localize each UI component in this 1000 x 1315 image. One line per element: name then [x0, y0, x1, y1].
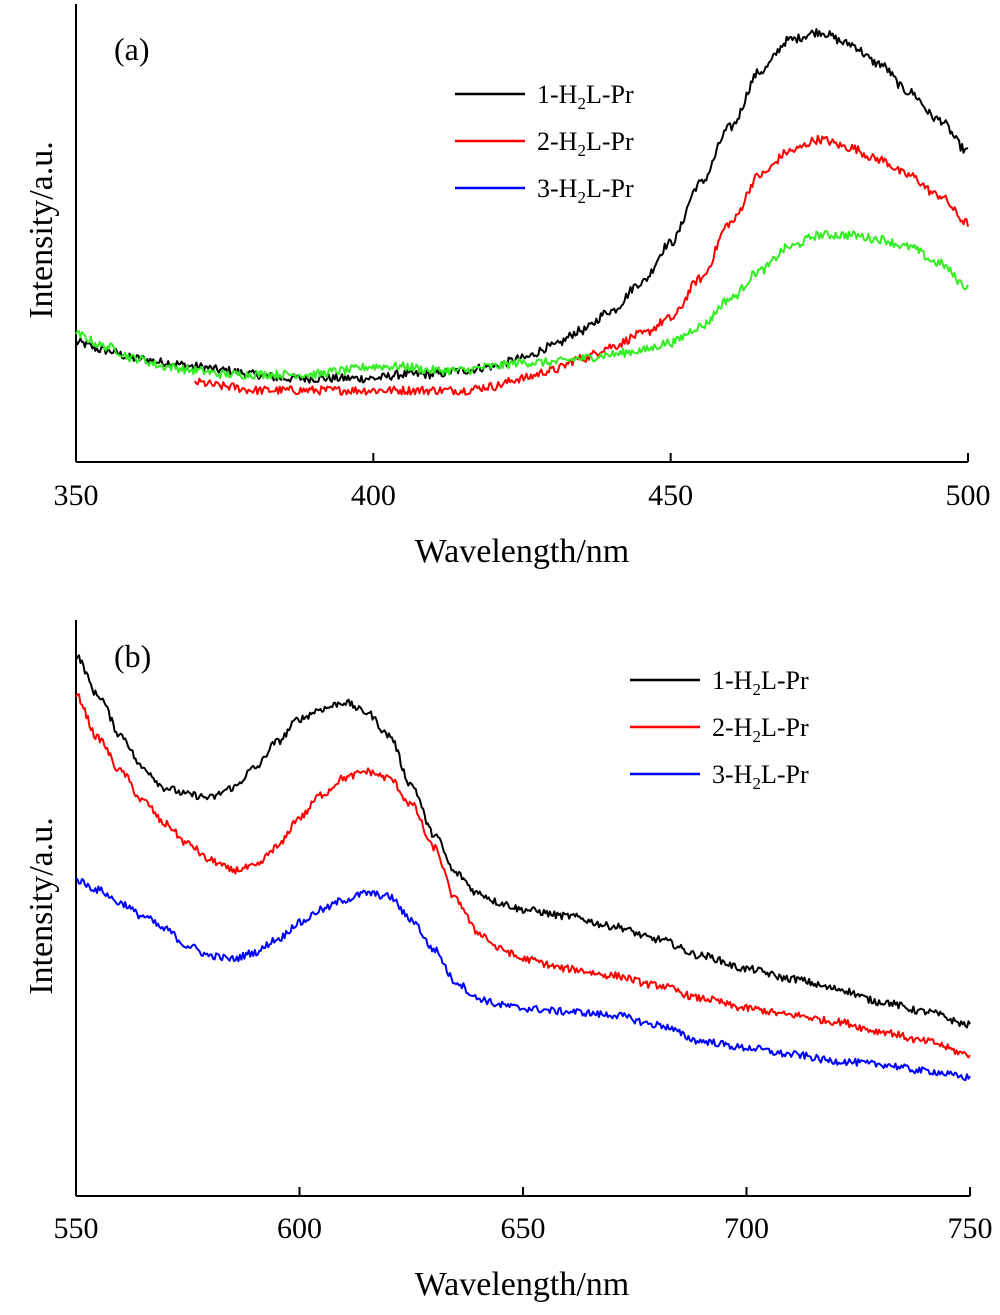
legend-label-subscript: 2	[752, 680, 761, 699]
series-lines	[75, 28, 969, 396]
legend-label-part: L-Pr	[761, 666, 809, 695]
legend-label-part: 2-H	[537, 127, 578, 156]
legend-label-subscript: 2	[577, 94, 586, 113]
legend-label-subscript: 2	[752, 727, 761, 746]
legend-label-3: 3-H2L-Pr	[537, 174, 634, 207]
y-axis-title: Intensity/a.u.	[23, 141, 60, 319]
legend-label-2: 2-H2L-Pr	[537, 127, 634, 160]
legend-label-part: L-Pr	[586, 80, 634, 109]
x-tick-label: 750	[948, 1212, 993, 1245]
legend-label-part: L-Pr	[586, 174, 634, 203]
legend-label-part: 2-H	[712, 713, 753, 742]
panel-label: (b)	[114, 638, 151, 674]
legend-label-part: 3-H	[537, 174, 578, 203]
series-line-1	[75, 28, 969, 384]
x-axis-title: Wavelength/nm	[415, 533, 629, 570]
legend: 1-H2L-Pr2-H2L-Pr3-H2L-Pr	[455, 80, 634, 207]
series-line-3	[75, 877, 971, 1082]
x-tick-label: 350	[54, 479, 99, 512]
panel-b: 550 600 650 700 750 (b) Wavelength/nm Intens…	[23, 620, 993, 1303]
panel-a: 350 400 450 500 (a) Wavelength/nm Intensity…	[23, 4, 991, 570]
x-axis-title: Wavelength/nm	[415, 1266, 629, 1303]
series-lines	[75, 654, 971, 1082]
y-axis-title: Intensity/a.u.	[23, 817, 60, 995]
x-ticks: 550 600 650 700 750	[54, 1187, 993, 1245]
legend-label-part: L-Pr	[586, 127, 634, 156]
x-tick-label: 650	[501, 1212, 546, 1245]
legend: 1-H2L-Pr2-H2L-Pr3-H2L-Pr	[630, 666, 809, 793]
x-tick-label: 600	[277, 1212, 322, 1245]
panel-label: (a)	[114, 31, 150, 67]
legend-label-part: L-Pr	[761, 760, 809, 789]
legend-label-part: 3-H	[712, 760, 753, 789]
x-tick-label: 550	[54, 1212, 99, 1245]
x-tick-label: 500	[946, 479, 991, 512]
legend-label-subscript: 2	[752, 774, 761, 793]
legend-label-part: 1-H	[712, 666, 753, 695]
legend-label-part: L-Pr	[761, 713, 809, 742]
series-line-3	[75, 229, 969, 380]
legend-label-subscript: 2	[577, 188, 586, 207]
legend-label-2: 2-H2L-Pr	[712, 713, 809, 746]
legend-label-1: 1-H2L-Pr	[712, 666, 809, 699]
series-line-2	[75, 693, 971, 1059]
series-line-2	[194, 134, 969, 396]
legend-label-part: 1-H	[537, 80, 578, 109]
series-line-1	[75, 654, 971, 1029]
x-tick-label: 700	[724, 1212, 769, 1245]
legend-label-3: 3-H2L-Pr	[712, 760, 809, 793]
legend-label-subscript: 2	[577, 141, 586, 160]
x-ticks: 350 400 450 500	[54, 453, 991, 512]
x-tick-label: 450	[648, 479, 693, 512]
x-tick-label: 400	[351, 479, 396, 512]
legend-label-1: 1-H2L-Pr	[537, 80, 634, 113]
